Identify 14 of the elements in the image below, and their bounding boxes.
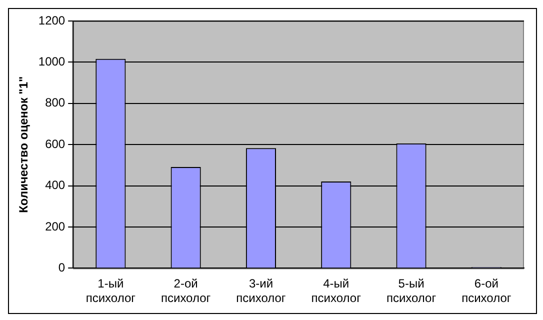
y-axis-title: Количество оценок "1" — [16, 76, 31, 213]
x-tick-label: 6-ой психолог — [462, 276, 512, 306]
x-tick-label: 4-ый психолог — [311, 276, 362, 306]
y-tick-label: 400 — [45, 178, 66, 192]
y-tick-label: 200 — [45, 219, 66, 234]
y-tick-label: 1200 — [38, 13, 66, 28]
x-tick-label: 3-ий психолог — [236, 276, 286, 306]
x-tick-label: 2-ой психолог — [160, 276, 212, 306]
x-tick-label: 5-ый психолог — [386, 276, 437, 306]
x-tick-label: 1-ый психолог — [86, 276, 136, 306]
y-tick-label: 0 — [58, 260, 66, 275]
y-tick-label: 1000 — [38, 54, 66, 69]
y-tick-label: 600 — [45, 136, 66, 151]
y-tick-label: 800 — [45, 96, 66, 110]
